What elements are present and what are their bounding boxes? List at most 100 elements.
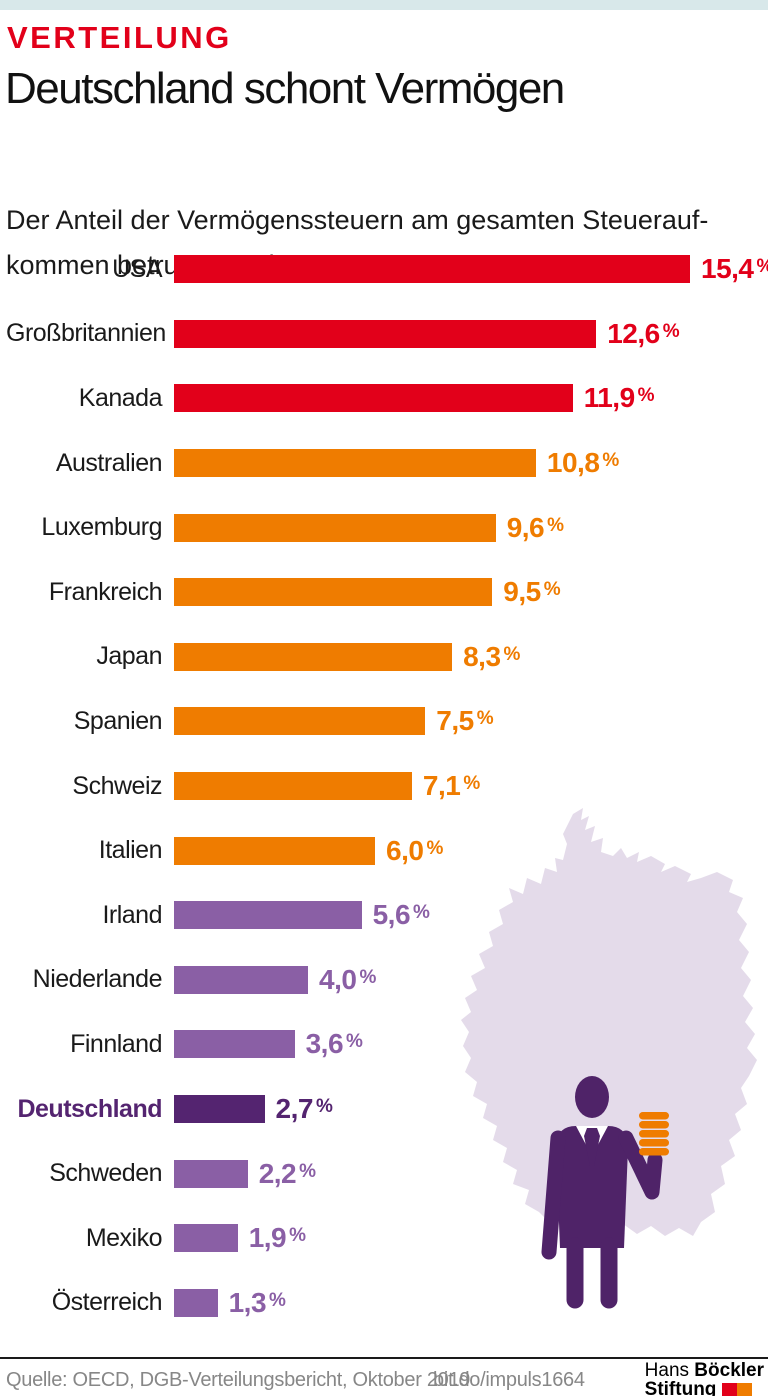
- bar-row: Schweiz 7,1%: [6, 754, 768, 819]
- bar: [174, 707, 426, 736]
- bar: [174, 901, 362, 930]
- hans-boeckler-stiftung-logo: Hans Böckler Stiftung: [645, 1361, 764, 1396]
- value-number: 8,3: [463, 640, 501, 672]
- value-number: 1,3: [228, 1286, 267, 1318]
- value-label: 9,6%: [507, 512, 564, 544]
- logo-square: [737, 1383, 753, 1396]
- value-label: 10,8%: [547, 447, 619, 479]
- subtitle-line-1: Der Anteil der Vermögenssteuern am gesam…: [6, 205, 709, 235]
- value-number: 9,5: [503, 576, 541, 608]
- percent-sign: %: [413, 902, 430, 924]
- value-number: 15,4: [701, 253, 754, 285]
- percent-sign: %: [602, 450, 619, 472]
- country-label: Frankreich: [48, 577, 163, 606]
- bar: [174, 384, 573, 413]
- percent-sign: %: [269, 1289, 286, 1311]
- value-number: 5,6: [372, 899, 411, 931]
- percent-sign: %: [426, 837, 443, 859]
- bar: [174, 513, 496, 542]
- bar: [174, 1159, 248, 1188]
- figure-torso: [556, 1126, 628, 1248]
- value-label: 5,6%: [373, 899, 430, 931]
- percent-sign: %: [662, 320, 680, 342]
- bar: [174, 836, 375, 865]
- logo-line-1: Hans Böckler: [644, 1360, 764, 1381]
- percent-sign: %: [757, 256, 768, 277]
- value-label: 7,1%: [423, 770, 480, 802]
- bar: [174, 1224, 238, 1253]
- bar-row: Österreich 1,3%: [6, 1271, 768, 1336]
- value-number: 4,0: [319, 963, 357, 995]
- value-label: 7,5%: [436, 705, 493, 737]
- value-label: 15,4%: [701, 253, 768, 285]
- figure-head: [575, 1076, 609, 1118]
- bar: [174, 1095, 265, 1124]
- value-number: 3,6: [305, 1028, 344, 1060]
- bar-row: Spanien 7,5%: [6, 689, 768, 754]
- kicker: VERTEILUNG: [7, 20, 232, 55]
- percent-sign: %: [346, 1031, 363, 1053]
- source-text: Quelle: OECD, DGB-Verteilungsbericht, Ok…: [6, 1369, 471, 1391]
- value-number: 11,9: [583, 382, 635, 414]
- value-label: 1,9%: [249, 1222, 306, 1254]
- bar-row: Großbritannien 12,6%: [6, 302, 768, 367]
- bar: [174, 319, 597, 348]
- value-number: 7,1: [422, 770, 461, 802]
- illustration: [461, 808, 757, 1309]
- country-label: Niederlande: [32, 965, 163, 994]
- country-label: Irland: [102, 900, 162, 929]
- bar-row: Japan 8,3%: [6, 625, 768, 690]
- figure-left-arm: [541, 1130, 566, 1260]
- country-label: Australien: [55, 448, 163, 477]
- country-label: Italien: [98, 836, 163, 865]
- value-number: 6,0: [386, 834, 424, 866]
- figure-right-arm: [618, 1130, 663, 1200]
- country-label: Mexiko: [85, 1223, 163, 1252]
- logo-line-2: Stiftung: [645, 1380, 764, 1396]
- germany-map: [461, 808, 757, 1236]
- bar-row: Frankreich 9,5%: [6, 560, 768, 625]
- bar-row: Niederlande 4,0%: [6, 948, 768, 1013]
- bar: [174, 255, 690, 284]
- bar: [174, 449, 536, 478]
- page-title: Deutschland schont Vermögen: [5, 64, 565, 113]
- country-label: Großbritannien: [6, 319, 166, 348]
- percent-sign: %: [289, 1225, 306, 1247]
- percent-sign: %: [547, 514, 564, 536]
- country-label: Luxemburg: [41, 513, 162, 542]
- bar: [174, 1288, 218, 1317]
- value-number: 12,6: [607, 317, 660, 349]
- value-number: 2,2: [258, 1157, 297, 1189]
- value-label: 4,0%: [319, 964, 376, 996]
- percent-sign: %: [463, 773, 480, 795]
- bar: [174, 965, 308, 994]
- bar-row: Kanada 11,9%: [6, 366, 768, 431]
- country-label: USA: [112, 254, 162, 283]
- country-label: Deutschland: [17, 1094, 162, 1123]
- bar-row: Luxemburg 9,6%: [6, 495, 768, 560]
- bar-row: Italien 6,0%: [6, 818, 768, 883]
- figure-tie: [584, 1128, 600, 1166]
- value-label: 2,7%: [276, 1093, 333, 1125]
- value-number: 1,9: [248, 1222, 287, 1254]
- country-label: Kanada: [78, 383, 163, 412]
- value-label: 12,6%: [607, 318, 679, 350]
- bar-row: Schweden 2,2%: [6, 1141, 768, 1206]
- value-label: 2,2%: [259, 1158, 316, 1190]
- source-link: bit.do/impuls1664: [433, 1369, 585, 1391]
- percent-sign: %: [299, 1160, 316, 1182]
- country-label: Spanien: [73, 706, 163, 735]
- logo-square: [722, 1383, 738, 1396]
- country-label: Japan: [96, 642, 162, 671]
- country-label: Schweden: [49, 1159, 162, 1188]
- bar-row: USA 15,4%: [6, 237, 768, 302]
- bar-row: Mexiko 1,9%: [6, 1206, 768, 1271]
- value-number: 10,8: [546, 447, 600, 479]
- top-accent-strip: [0, 0, 768, 10]
- value-label: 3,6%: [306, 1028, 363, 1060]
- percent-sign: %: [503, 643, 521, 665]
- country-label: Österreich: [51, 1288, 163, 1317]
- value-label: 9,5%: [503, 576, 560, 608]
- businessman-figure: [541, 1076, 669, 1309]
- value-label: 11,9%: [583, 382, 655, 414]
